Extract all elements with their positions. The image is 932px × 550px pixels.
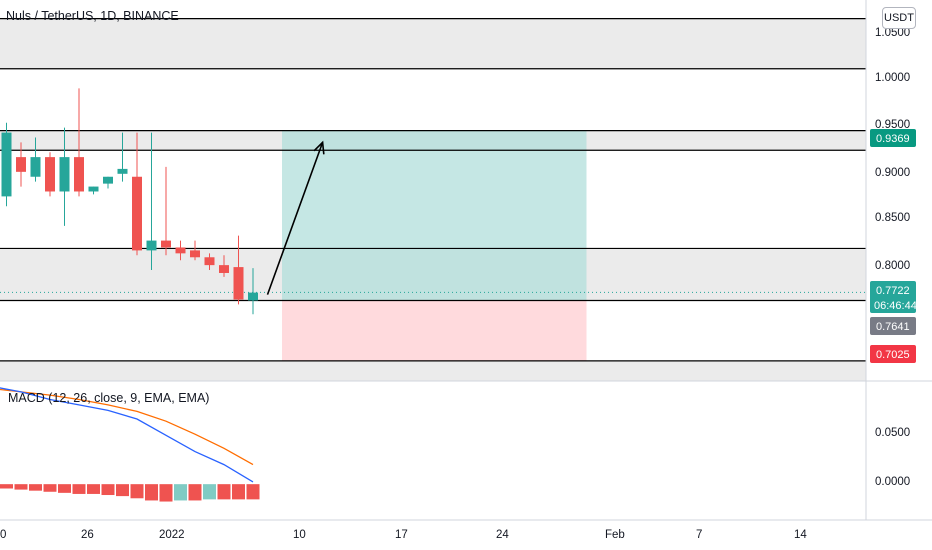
price-tick-label: 0.9500 [875,119,910,131]
macd-axis: 0.0500 0.0000 [875,427,910,488]
macd-histogram-bar [87,484,100,494]
candle-body [30,157,41,177]
price-badges: 0.9369 0.7722 06:46:44 0.7641 0.7025 [870,129,917,363]
time-tick-label: 26 [81,529,94,541]
time-tick-label: 2022 [159,529,185,541]
macd-histogram-bar [246,484,260,500]
grey-band [0,18,866,69]
macd-tick-label: 0.0000 [875,476,910,488]
entry-price-label: 0.7641 [876,321,910,333]
time-tick-label: 14 [794,529,807,541]
candlestick-series [1,88,258,315]
candle-body [45,157,55,192]
macd-line [0,387,254,483]
currency-button[interactable]: USDT [882,7,916,29]
price-tick-label: 1.0500 [875,27,910,39]
macd-histogram-bar [58,484,71,493]
macd-signal-line [0,388,254,466]
candle-body [190,250,200,258]
candle-body [103,176,113,184]
candle-body [204,257,215,266]
macd-histogram-bar [217,484,231,500]
candle-body [59,157,70,192]
time-tick-label: 7 [696,529,702,541]
loss-zone [282,300,587,361]
price-tick-label: 0.8500 [875,212,910,224]
macd-pane [0,387,260,502]
macd-histogram-bar [130,484,144,499]
horizontal-levels[interactable] [0,18,866,362]
arrow-shaft [266,142,324,295]
price-axis[interactable]: 1.0500 1.0000 0.9500 0.9000 0.8500 0.800… [875,27,910,272]
candle-body [219,265,229,273]
price-tick-label: 0.9000 [875,167,910,179]
macd-histogram-bar [188,484,202,501]
macd-histogram-bar [232,484,245,500]
time-tick-label: 24 [496,529,509,541]
candle-body [146,240,157,251]
price-tick-label: 0.8000 [875,260,910,272]
macd-histogram-bar [0,484,13,489]
arrow-head [313,140,325,155]
stop-price-label: 0.7025 [876,349,910,361]
candle-body [88,186,99,192]
macd-histogram-bar [72,484,86,494]
macd-histogram-bar [101,484,115,496]
time-axis[interactable]: 0 26 2022 10 17 24 Feb 7 14 [0,529,807,541]
macd-tick-label: 0.0500 [875,427,910,439]
stop-price-badge [870,345,916,363]
last-price-label: 0.7722 [876,285,910,297]
long-position-tool[interactable] [282,130,587,361]
macd-histogram-bar [203,484,216,500]
macd-indicator-title[interactable]: MACD (12, 26, close, 9, EMA, EMA) [8,391,210,405]
trend-arrow[interactable] [266,140,325,295]
macd-histogram-bar [174,484,187,501]
macd-histogram-bar [43,484,57,492]
time-tick-label: 0 [0,529,6,541]
time-tick-label: 17 [395,529,408,541]
bar-countdown-label: 06:46:44 [874,300,917,312]
candle-body [132,176,142,251]
candle-body [175,247,186,254]
macd-histogram-bar [116,484,129,497]
grey-band [0,360,866,381]
macd-histogram-bar [14,484,28,490]
price-tick-label: 1.0000 [875,72,910,84]
entry-price-badge [870,317,916,335]
candle-body [16,157,26,172]
candle-body [161,240,171,248]
target-price-label: 0.9369 [876,133,910,145]
candle-body [1,132,12,197]
macd-histogram-bar [145,484,158,501]
macd-histogram-bar [29,484,42,491]
time-tick-label: 10 [293,529,306,541]
time-tick-label: Feb [605,529,625,541]
candle-body [74,157,84,192]
target-price-badge [870,129,916,147]
candle-body [248,292,258,301]
candle-body [117,168,128,174]
last-price-badge [870,281,916,313]
profit-zone [282,130,587,301]
symbol-title[interactable]: Nuls / TetherUS, 1D, BINANCE [6,9,179,23]
macd-histogram-bar [159,484,173,502]
candle-body [233,267,244,300]
